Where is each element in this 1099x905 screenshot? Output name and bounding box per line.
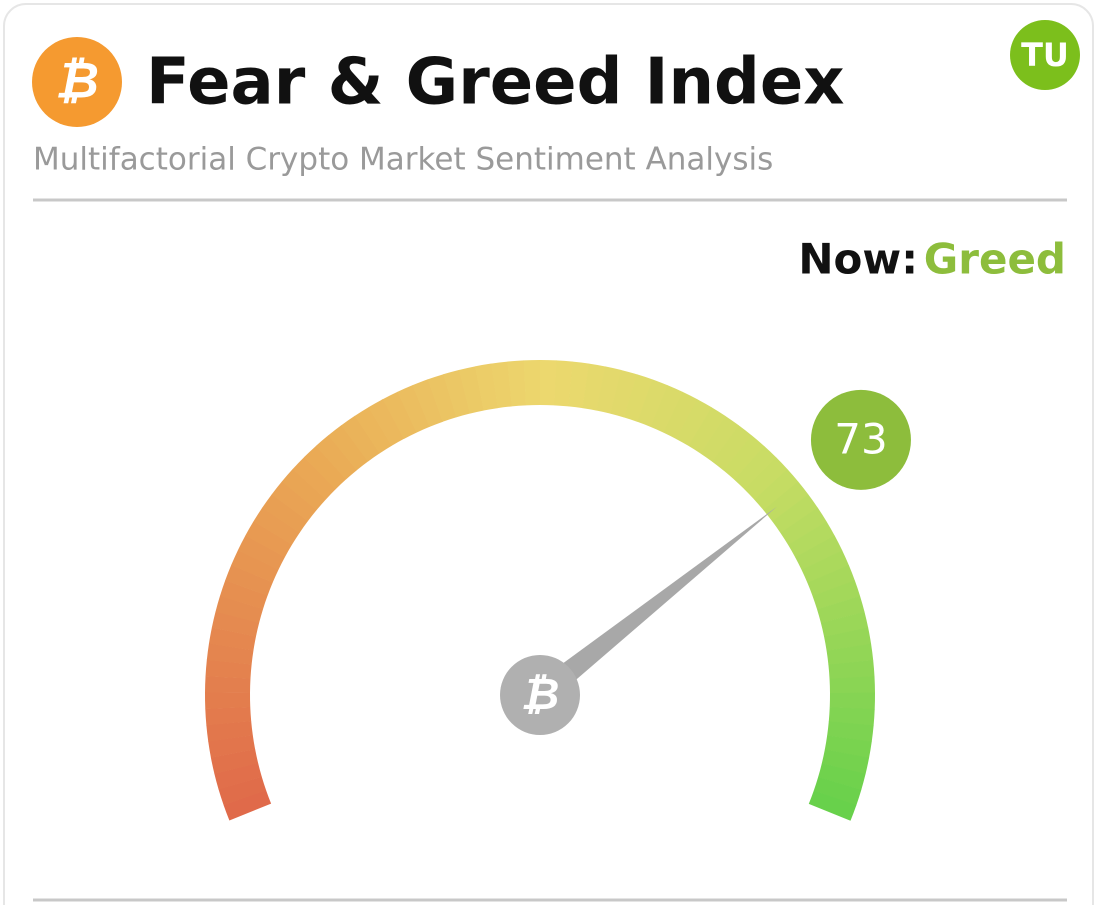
gauge-band (382, 391, 417, 439)
watermark: TU (1021, 36, 1069, 74)
gauge-band (596, 366, 622, 414)
gauge-band (801, 550, 849, 583)
gauge-band (458, 366, 484, 414)
gauge-band (354, 407, 392, 454)
gauge-band (807, 565, 855, 597)
gauge-band (368, 399, 405, 446)
gauge-band (328, 425, 369, 471)
gauge-band (820, 611, 869, 637)
gauge-band (828, 659, 875, 680)
gauge-band (204, 692, 251, 710)
gauge-band (812, 580, 861, 610)
bitcoin-logo (32, 37, 122, 127)
gauge-band (827, 721, 874, 742)
gauge-band (245, 521, 293, 558)
gauge-band (723, 435, 765, 480)
gauge-band (623, 374, 653, 422)
gauge-band (540, 360, 557, 406)
gauge-band (734, 446, 777, 490)
gauge-band (341, 415, 380, 462)
gauge-band (491, 361, 512, 409)
gauge-band (813, 776, 862, 806)
chart-subtitle: Multifactorial Crypto Market Sentiment A… (33, 142, 773, 178)
gauge-band (826, 643, 874, 665)
gauge-band (315, 435, 357, 480)
gauge-band (568, 361, 590, 409)
gauge-band (828, 707, 875, 726)
gauge-band (206, 721, 253, 742)
needle (532, 506, 778, 705)
gauge-band (610, 369, 638, 418)
gauge-band (821, 749, 870, 775)
gauge-band (205, 675, 251, 693)
classification: Greed (924, 235, 1066, 284)
gauge-band (231, 549, 279, 583)
gauge-band (817, 595, 865, 624)
gauge-band (218, 776, 267, 806)
gauge-band (650, 385, 683, 433)
gauge-band (219, 580, 268, 610)
value-label: 73 (834, 414, 887, 463)
gauge-band (824, 735, 872, 759)
gauge-band (208, 627, 256, 651)
gauge-band (237, 535, 286, 570)
gauge-band (205, 659, 252, 679)
gauge-band (772, 494, 818, 534)
gauge-band (208, 735, 256, 758)
gauge-band (271, 481, 317, 522)
gauge-band (676, 399, 712, 447)
gauge-band (214, 762, 262, 790)
hub-symbol: ₿ (521, 669, 560, 720)
gauge-band (663, 391, 698, 440)
gauge-band (427, 374, 457, 422)
gauge-band (712, 425, 752, 471)
gauge-band (688, 407, 726, 454)
gauge-band (637, 379, 668, 427)
gauge: ₿ 73 (204, 359, 911, 821)
now-label: Now: (798, 235, 918, 284)
gauge-band (443, 369, 471, 418)
value-badge (810, 389, 911, 490)
gauge-band (211, 611, 260, 637)
gauge-band (223, 790, 272, 821)
gauge-band (281, 468, 327, 511)
gauge-band (262, 494, 308, 533)
gauge-band (808, 790, 857, 821)
bitcoin-symbol: ₿ (55, 52, 99, 110)
needle-hub (500, 655, 580, 735)
watermark-logo (1010, 20, 1080, 90)
gauge-band (205, 706, 252, 726)
card (3, 3, 1094, 905)
gauge-band (303, 445, 347, 490)
gauge-band (700, 415, 740, 462)
gauge-band (795, 535, 843, 570)
gauge-band (253, 507, 300, 545)
gauge-band (744, 457, 788, 500)
gauge-band (523, 359, 541, 406)
gauge-band (824, 627, 872, 651)
gauge-band (582, 363, 606, 411)
gauge-band (397, 385, 430, 433)
gauge-band (474, 363, 498, 411)
gauge-band (554, 360, 574, 407)
gauge-band (818, 763, 866, 790)
gauge-band (215, 595, 264, 623)
gauge-band (829, 676, 875, 694)
gauge-band (754, 469, 799, 511)
gauge-band (225, 564, 273, 596)
gauge-band (507, 360, 527, 407)
gauge-band (763, 481, 809, 522)
chart-title: Fear & Greed Index (146, 46, 845, 120)
gauge-band (412, 379, 443, 427)
gauge-band (829, 692, 875, 710)
gauge-band (292, 457, 336, 500)
gauge-band (788, 521, 835, 558)
gauge-band (780, 507, 827, 546)
